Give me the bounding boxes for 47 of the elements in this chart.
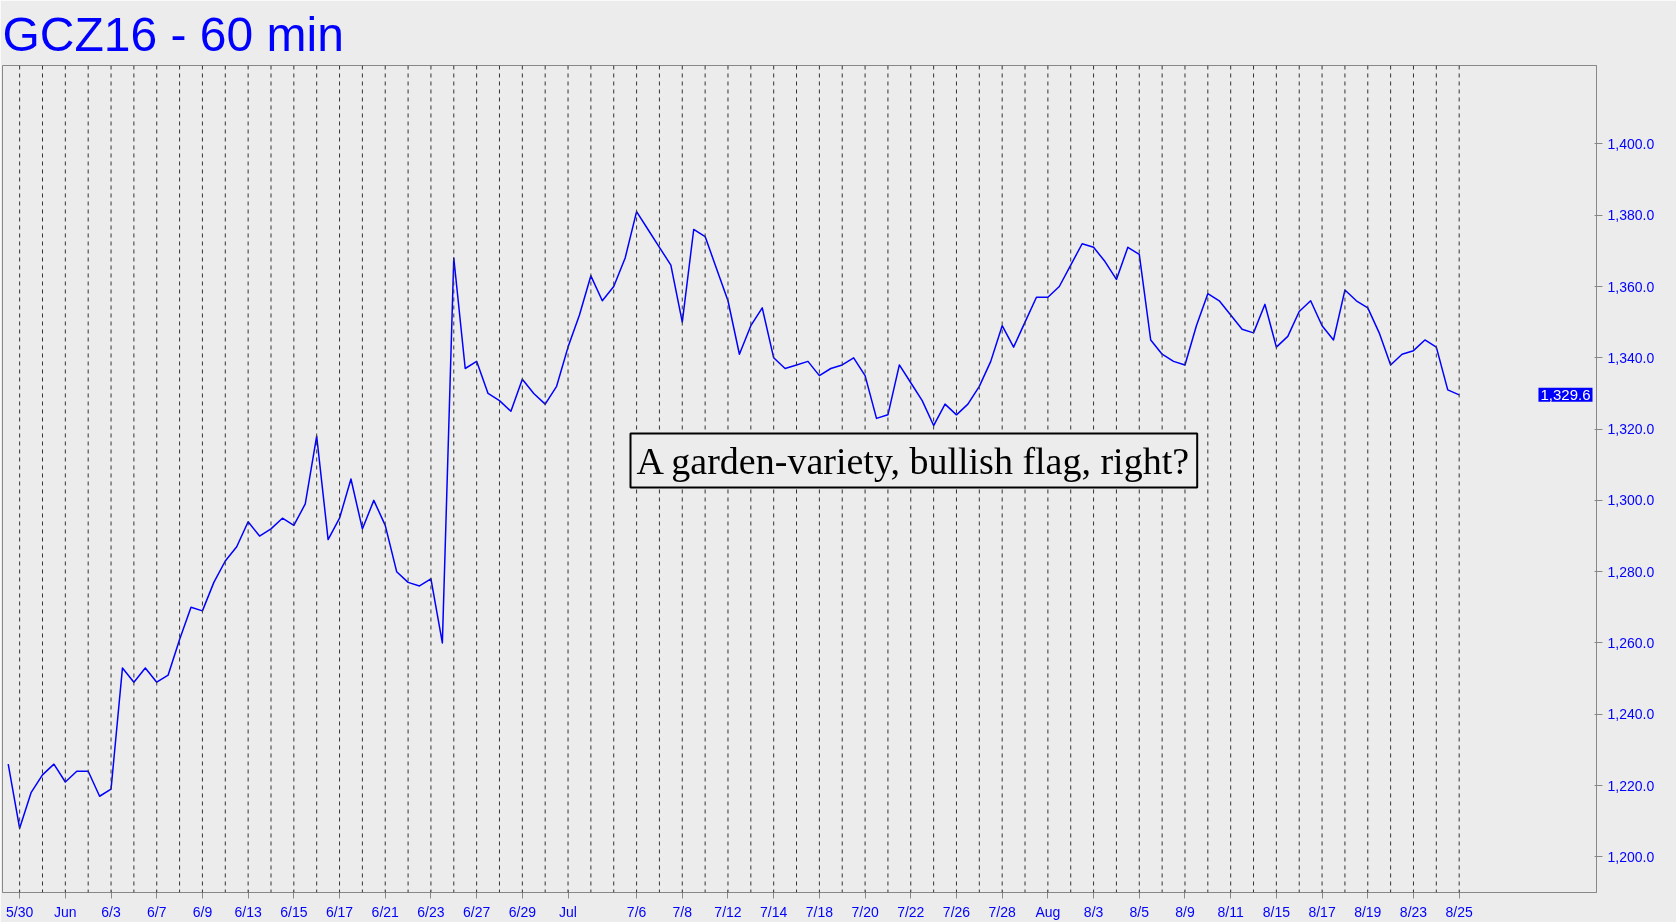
annotation: A garden-variety, bullish flag, right? [636,439,1190,482]
x-tick-label: 7/12 [714,903,742,920]
y-tick-label: 1,360.0 [1607,278,1655,295]
x-tick-label: 6/15 [280,903,308,920]
chart-title: GCZ16 - 60 min [2,7,344,61]
x-tick-label: 6/29 [508,903,537,920]
x-tick-label: 6/23 [417,903,445,920]
x-tick-label: 8/5 [1129,903,1150,920]
x-tick-label: 8/3 [1083,903,1104,920]
x-tick-label: 7/22 [897,903,925,920]
x-tick-label: 8/11 [1217,903,1244,920]
y-tick-label: 1,260.0 [1607,634,1655,651]
x-tick-label: 6/27 [463,903,491,920]
y-tick-label: 1,220.0 [1607,777,1655,794]
x-tick-label: 7/20 [851,903,879,920]
x-tick-label: 6/7 [147,903,167,920]
x-tick-label: 8/9 [1175,903,1195,920]
text: 1,329.6 [1540,385,1591,403]
y-tick-label: 1,340.0 [1607,349,1655,366]
y-tick-label: 1,320.0 [1607,421,1655,438]
y-tick-label: 1,400.0 [1607,135,1655,152]
x-tick-label: 6/13 [234,903,262,920]
line-series [7,210,1460,830]
x-tick-label: Jun [54,903,77,920]
x-tick-label: 8/17 [1308,903,1336,920]
x-tick-label: 6/9 [192,903,213,920]
y-tick-label: 1,380.0 [1607,207,1655,224]
x-tick-label: 7/8 [672,903,693,920]
x-tick-label: 7/28 [988,903,1017,920]
x-tick-label: 8/15 [1262,903,1291,920]
x-tick-label: 7/26 [942,903,971,920]
y-tick-label: 1,280.0 [1607,563,1655,580]
x-tick-label: 6/3 [101,903,121,920]
y-tick-label: 1,200.0 [1607,848,1655,865]
x-tick-label: 5/30 [6,903,34,920]
x-tick-label: 8/23 [1399,903,1428,920]
x-tick-label: 6/21 [371,903,400,920]
x-tick-label: 7/18 [805,903,834,920]
x-tick-label: 8/19 [1354,903,1382,920]
x-tick-label: 8/25 [1445,903,1474,920]
x-tick-label: 7/14 [760,903,788,920]
x-tick-label: Jul [559,903,577,920]
x-tick-label: Aug [1035,903,1061,920]
y-tick-label: 1,240.0 [1607,706,1655,723]
x-tick-label: 7/6 [626,903,647,920]
x-tick-label: 6/17 [325,903,354,920]
y-tick-label: 1,300.0 [1607,492,1655,509]
